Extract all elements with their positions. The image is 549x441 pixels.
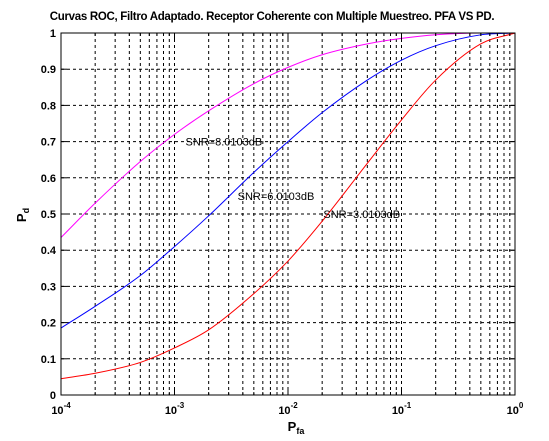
x-tick-label: 10-4 [51, 401, 71, 417]
y-tick-label: 0.1 [41, 354, 56, 366]
x-tick-label: 10-3 [165, 401, 185, 417]
snr-annotation: SNR=8.0103dB [185, 137, 262, 149]
y-axis-label: Pd [14, 208, 31, 222]
x-axis-label-main: P [288, 419, 297, 434]
x-axis-label: Pfa [288, 419, 306, 436]
x-tick-label-exp: -2 [291, 401, 299, 410]
x-tick-label-base: 10 [278, 405, 290, 417]
x-tick-label-exp: -1 [404, 401, 412, 410]
x-tick-label-exp: -4 [64, 401, 72, 410]
x-tick-label: 100 [507, 401, 524, 417]
annotations: SNR=8.0103dB SNR=6.0103dB SNR=3.0103dB [185, 137, 400, 221]
snr-annotation: SNR=6.0103dB [238, 191, 315, 203]
snr-annotation: SNR=3.0103dB [323, 209, 400, 221]
x-tick-label-base: 10 [51, 405, 63, 417]
y-tick-label: 0 [50, 390, 56, 402]
y-tick-label: 0.7 [41, 137, 56, 149]
x-tick-label-exp: 0 [519, 401, 524, 410]
y-tick-label: 0.8 [41, 100, 56, 112]
x-tick-label-base: 10 [165, 405, 177, 417]
x-tick-label-exp: -3 [177, 401, 185, 410]
grid-lines [61, 33, 515, 395]
x-tick-label-base: 10 [507, 405, 519, 417]
y-tick-label: 0.6 [41, 173, 56, 185]
x-axis-label-sub: fa [296, 426, 305, 436]
y-tick-label: 1 [50, 28, 56, 40]
x-tick-label: 10-1 [392, 401, 412, 417]
x-tick-label-base: 10 [392, 405, 404, 417]
y-tick-label: 0.3 [41, 281, 56, 293]
series-line-3 [60, 32, 516, 380]
y-axis-label-main: P [14, 213, 29, 222]
series-line-2 [60, 32, 516, 329]
x-tick-label: 10-2 [278, 401, 298, 417]
chart-title: Curvas ROC, Filtro Adaptado. Receptor Co… [50, 11, 495, 23]
y-axis-label-sub: d [21, 208, 31, 214]
y-tick-label: 0.9 [41, 64, 56, 76]
y-tick-label: 0.4 [41, 245, 57, 257]
y-tick-label: 0.5 [41, 209, 56, 221]
y-tick-label: 0.2 [41, 318, 56, 330]
